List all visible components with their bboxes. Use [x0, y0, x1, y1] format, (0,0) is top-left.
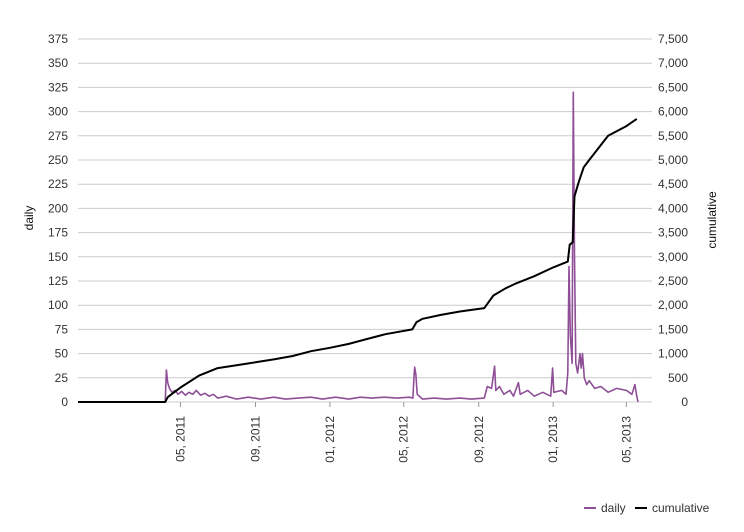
y-right-tick-label: 4,500 — [658, 177, 688, 191]
right-axis-ticks: 0 500 1,000 1,500 2,000 2,500 3,000 3,500 4,000 4… — [658, 32, 688, 409]
series-layer — [78, 91, 639, 403]
y-right-tick-label: 0 — [681, 395, 688, 409]
y-right-tick-label: 4,000 — [658, 201, 688, 215]
x-tick-label: 05, 2011 — [173, 416, 187, 462]
y-right-tick-label: 3,500 — [658, 226, 688, 240]
gridlines — [78, 38, 652, 403]
y-left-tick-label: 25 — [55, 371, 69, 385]
y-left-tick-label: 325 — [48, 80, 68, 94]
series-line-cumulative — [78, 118, 638, 403]
x-axis-ticks: 05, 2011 09, 2011 01, 2012 05, 2012 09, 2012… — [173, 402, 633, 463]
y-right-tick-label: 1,500 — [658, 322, 688, 336]
series-line-daily — [78, 91, 639, 403]
y-left-tick-label: 75 — [55, 322, 69, 336]
y-right-tick-label: 500 — [668, 371, 688, 385]
y-right-tick-label: 2,000 — [658, 298, 688, 312]
y-left-tick-label: 150 — [48, 250, 68, 264]
y-right-tick-label: 5,000 — [658, 153, 688, 167]
y-left-tick-label: 100 — [48, 298, 68, 312]
legend: daily cumulative — [584, 501, 710, 515]
y-left-tick-label: 125 — [48, 274, 68, 288]
y-left-tick-label: 375 — [48, 32, 68, 46]
y-left-tick-label: 50 — [55, 347, 69, 361]
y-right-tick-label: 3,000 — [658, 250, 688, 264]
y-left-tick-label: 275 — [48, 129, 68, 143]
y-right-tick-label: 6,000 — [658, 105, 688, 119]
x-tick-label: 01, 2013 — [546, 416, 560, 463]
legend-cumulative-label: cumulative — [652, 501, 710, 515]
legend-daily-label: daily — [601, 501, 626, 515]
y-right-tick-label: 7,500 — [658, 32, 688, 46]
y-axis-left-label: daily — [22, 206, 36, 231]
y-right-tick-label: 1,000 — [658, 347, 688, 361]
left-axis-ticks: 0 25 50 75 100 125 150 175 200 225 250 275 300 325 350… — [48, 32, 68, 409]
y-axis-right-label: cumulative — [705, 191, 719, 249]
x-tick-label: 05, 2012 — [397, 416, 411, 463]
y-right-tick-label: 6,500 — [658, 80, 688, 94]
y-right-tick-label: 5,500 — [658, 129, 688, 143]
y-left-tick-label: 0 — [61, 395, 68, 409]
y-right-tick-label: 2,500 — [658, 274, 688, 288]
x-tick-label: 09, 2012 — [472, 416, 486, 463]
x-tick-label: 05, 2013 — [619, 416, 633, 463]
y-left-tick-label: 350 — [48, 56, 68, 70]
x-tick-label: 01, 2012 — [323, 416, 337, 463]
y-left-tick-label: 200 — [48, 201, 68, 215]
x-tick-label: 09, 2011 — [249, 416, 263, 462]
y-left-tick-label: 225 — [48, 177, 68, 191]
y-left-tick-label: 250 — [48, 153, 68, 167]
y-right-tick-label: 7,000 — [658, 56, 688, 70]
y-left-tick-label: 300 — [48, 105, 68, 119]
y-left-tick-label: 175 — [48, 226, 68, 240]
